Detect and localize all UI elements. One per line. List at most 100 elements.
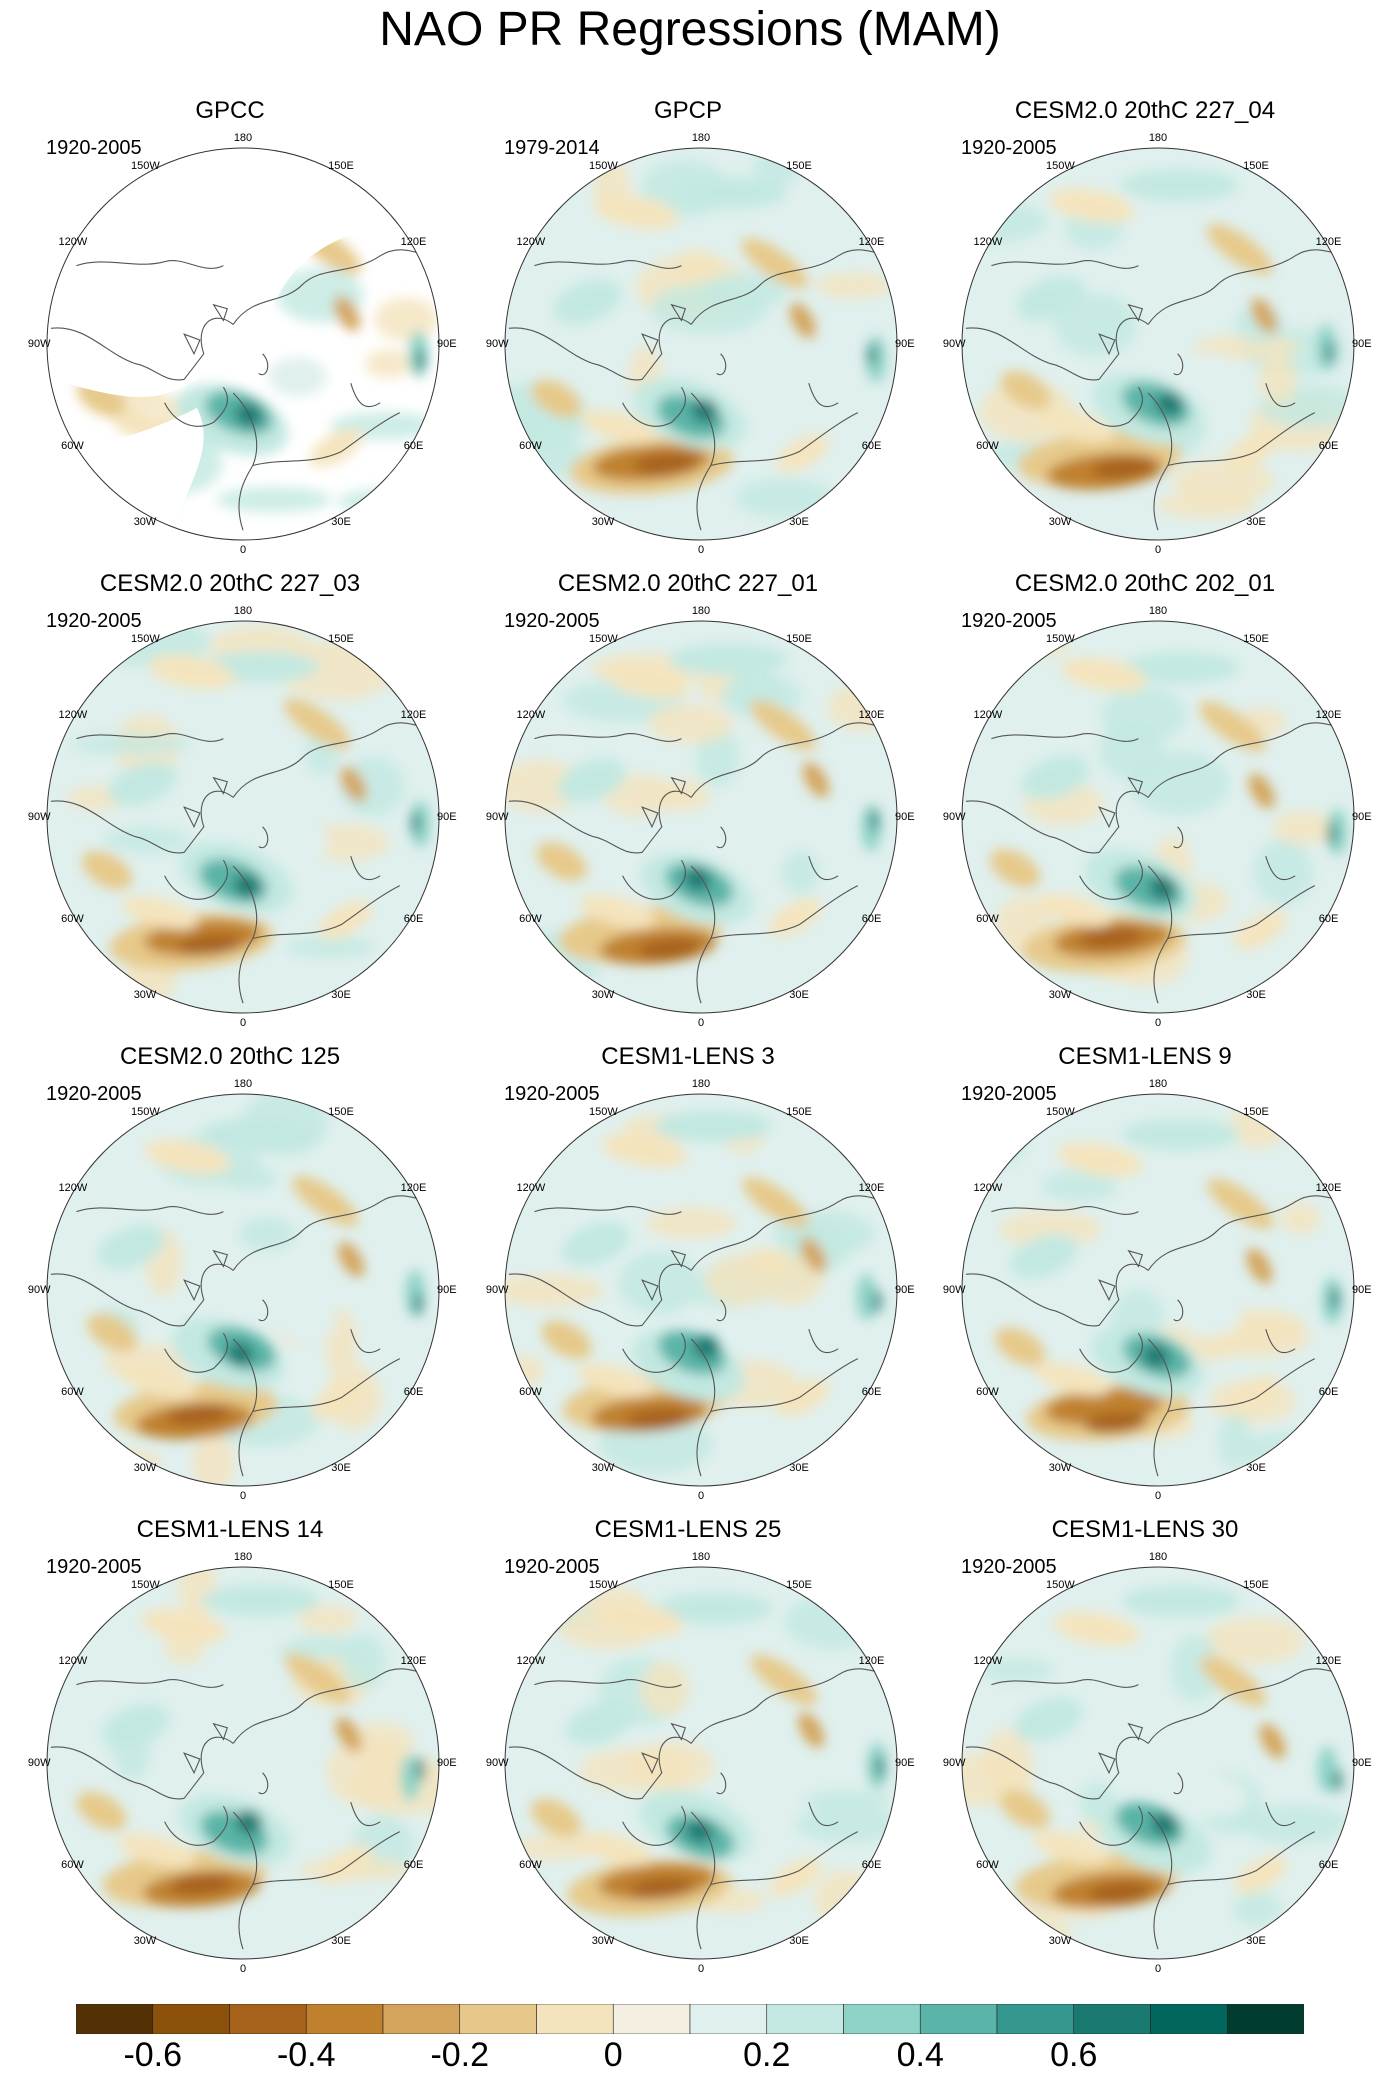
longitude-label: 120W [58,1182,88,1195]
longitude-label: 30W [1048,516,1072,529]
map-border [504,620,898,1014]
longitude-label: 180 [691,1551,711,1564]
longitude-label: 150W [589,1578,618,1591]
panel-period: 1920-2005 [504,610,600,632]
longitude-label: 150E [1243,159,1269,172]
longitude-label: 150W [589,1105,618,1118]
precip-field [962,1094,1354,1486]
longitude-label: 0 [239,1962,247,1975]
polar-map [504,147,898,541]
longitude-label: 30E [789,516,809,529]
longitude-label: 180 [233,132,253,145]
longitude-label: 30W [591,1935,615,1948]
longitude-label: 0 [697,543,705,556]
longitude-label: 90W [485,1284,509,1296]
longitude-label: 90E [1352,338,1372,350]
longitude-label: 120W [58,236,88,249]
longitude-label: 150E [328,1105,354,1118]
precip-field [47,148,439,540]
colorbar-tick-label: 0 [603,2036,623,2074]
coastlines [50,1668,430,1950]
longitude-label: 180 [691,132,711,145]
panel-title: GPCC [195,97,265,124]
longitude-label: 150E [786,1578,812,1591]
map-panel: CESM1-LENS 3 1920-2005 180 150E 120E 90E 60E 30… [478,1043,915,1513]
longitude-label: 90W [27,811,51,823]
colorbar-tick-label: 0.2 [743,2036,791,2074]
map-border [504,147,898,541]
longitude-label: 30W [133,1462,157,1475]
colorbar-swatch [459,2004,537,2034]
longitude-label: 120W [973,1182,1003,1195]
longitude-label: 60E [861,1385,882,1398]
precip-field [962,621,1354,1013]
panel-title: CESM2.0 20thC 227_03 [99,570,361,597]
coastlines [50,1195,430,1477]
map-panel: CESM2.0 20thC 125 1920-2005 180 150E 120E 90E… [20,1043,457,1513]
colorbar-swatch [1150,2004,1228,2034]
longitude-label: 150E [1243,632,1269,645]
colorbar-tick-label: -0.2 [430,2036,490,2074]
map-border [46,147,440,541]
coastlines [508,249,888,531]
longitude-label: 90E [1352,1757,1372,1769]
longitude-label: 30W [1048,989,1072,1002]
panel-title: CESM1-LENS 30 [1051,1516,1239,1543]
map-border [504,1566,898,1960]
longitude-label: 60E [1318,1385,1339,1398]
panel-period: 1920-2005 [46,1083,142,1105]
longitude-label: 120W [516,236,546,249]
longitude-label: 30E [789,1935,809,1948]
longitude-label: 120E [1315,709,1342,722]
colorbar-swatch [76,2004,154,2034]
longitude-label: 120E [858,236,885,249]
longitude-label: 120E [858,709,885,722]
longitude-label: 60E [1318,1858,1339,1871]
precip-field [47,1567,439,1959]
longitude-label: 120W [516,1182,546,1195]
panel-period: 1920-2005 [961,1083,1057,1105]
longitude-label: 120E [1315,236,1342,249]
precip-field [47,1094,439,1486]
longitude-label: 120W [973,1655,1003,1668]
longitude-label: 120E [400,1182,427,1195]
colorbar-swatch [382,2004,461,2034]
longitude-label: 150E [786,159,812,172]
colorbar-swatch [536,2004,614,2034]
longitude-label: 0 [697,1962,705,1975]
longitude-label: 150E [328,159,354,172]
longitude-label: 60W [519,1858,542,1871]
longitude-label: 150W [131,1578,160,1591]
longitude-label: 60W [61,1858,84,1871]
precip-field [505,1094,897,1486]
figure-title: NAO PR Regressions (MAM) [379,3,1001,56]
longitude-label: 150W [131,632,160,645]
longitude-label: 30W [133,516,157,529]
longitude-label: 30E [1246,989,1266,1002]
longitude-label: 180 [691,605,711,618]
longitude-label: 180 [1148,132,1168,145]
longitude-label: 60E [861,1858,882,1871]
coastlines [508,1195,888,1477]
longitude-label: 30E [331,1935,351,1948]
longitude-label: 0 [239,543,247,556]
longitude-label: 30W [1048,1462,1072,1475]
longitude-label: 0 [239,1016,247,1029]
panel-period: 1920-2005 [961,137,1057,159]
panel-title: CESM2.0 20thC 125 [119,1043,341,1070]
coastlines [50,249,430,531]
longitude-label: 120E [400,236,427,249]
longitude-label: 180 [1148,1078,1168,1091]
longitude-label: 90E [895,811,915,823]
longitude-label: 150W [1046,632,1075,645]
longitude-label: 120E [1315,1655,1342,1668]
longitude-label: 0 [1154,1489,1162,1502]
longitude-label: 90E [895,1757,915,1769]
coastlines [508,1668,888,1950]
map-panel: CESM2.0 20thC 227_01 1920-2005 180 150E 120E… [478,570,915,1040]
longitude-label: 30E [331,516,351,529]
precip-field [962,148,1354,540]
panel-title: CESM1-LENS 25 [594,1516,782,1543]
longitude-label: 180 [1148,1551,1168,1564]
panel-period: 1920-2005 [504,1556,600,1578]
